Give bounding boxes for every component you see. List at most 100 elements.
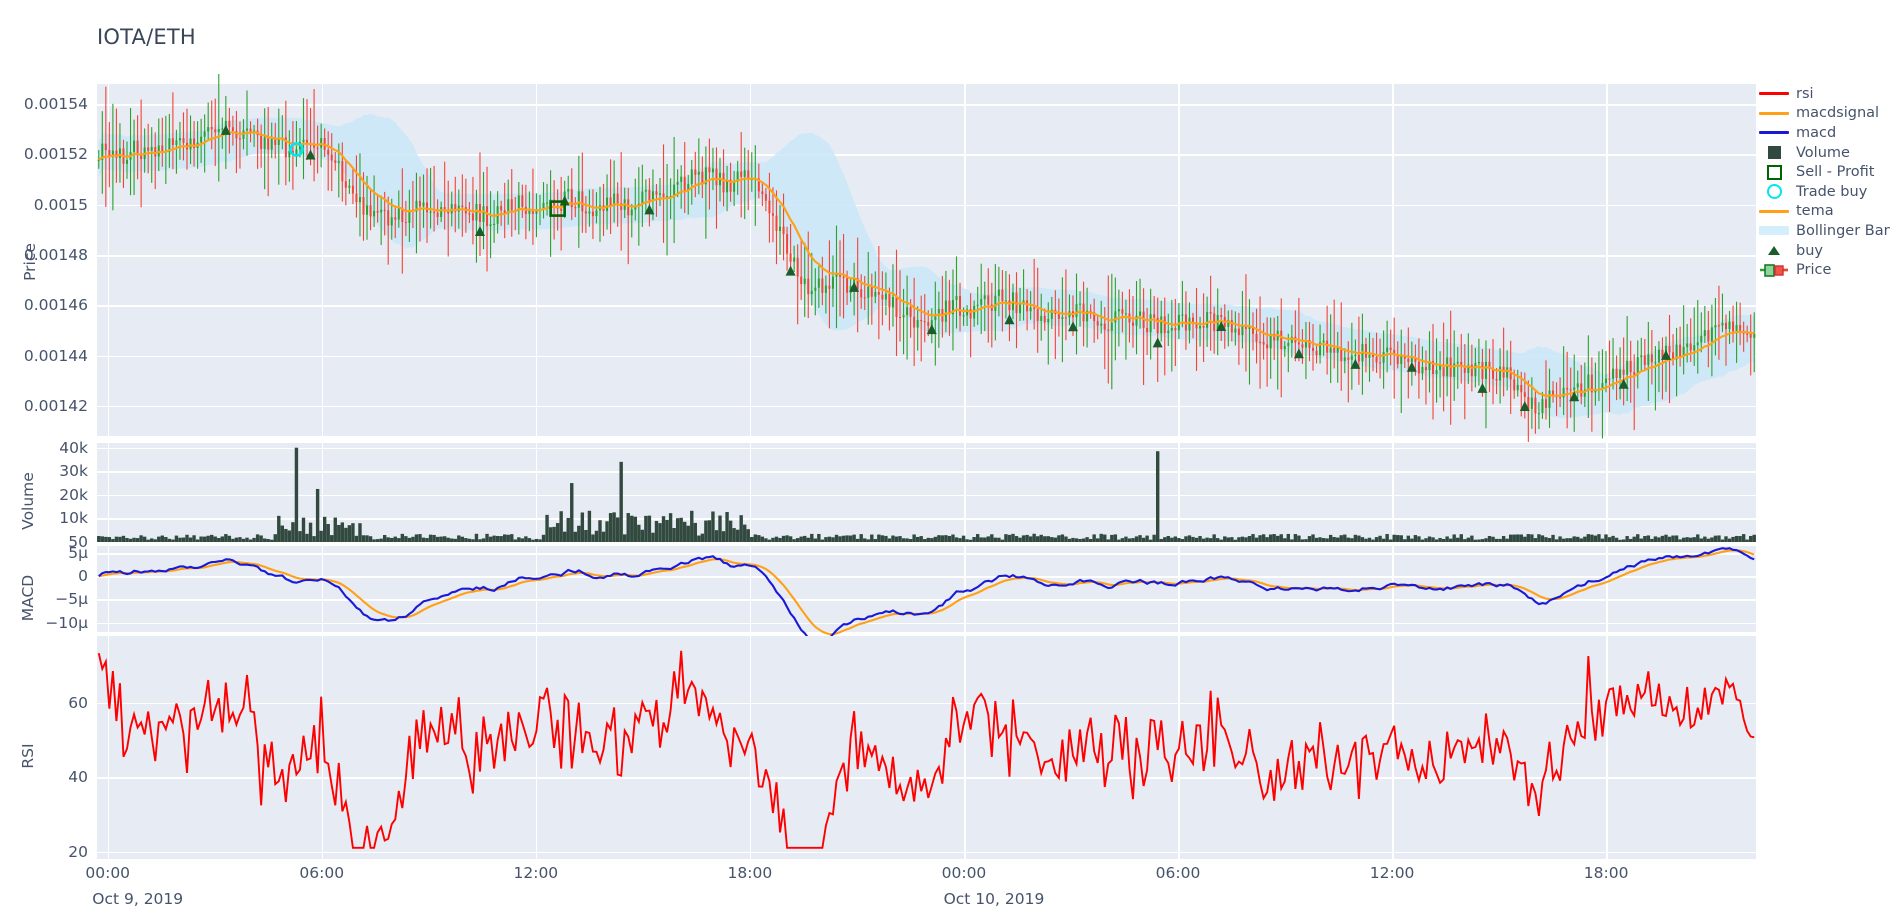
y-tick-label: 20k bbox=[59, 485, 88, 504]
gridline-vertical bbox=[749, 84, 752, 436]
x-tick-label: 06:00 bbox=[1155, 864, 1201, 882]
gridline-vertical bbox=[749, 546, 752, 632]
gridline-vertical bbox=[107, 443, 110, 542]
y-tick-label: 10k bbox=[59, 509, 88, 528]
macd-panel bbox=[97, 546, 1756, 643]
y-tick-label: 20 bbox=[68, 842, 88, 861]
legend-item-trade-buy[interactable]: Trade buy bbox=[1756, 182, 1890, 202]
x-tick-label: 00:00 bbox=[85, 864, 131, 882]
gridline-vertical bbox=[535, 546, 538, 632]
y-tick-label: 0.00146 bbox=[23, 296, 88, 315]
legend-item-label: Volume bbox=[1796, 144, 1850, 161]
gridline-vertical bbox=[963, 84, 966, 436]
x-tick-label: 00:00 bbox=[941, 864, 987, 882]
gridline-horizontal bbox=[97, 355, 1756, 358]
line-icon bbox=[1756, 111, 1792, 115]
volume-plot bbox=[97, 447, 1756, 542]
gridline-vertical bbox=[963, 546, 966, 632]
gridline-horizontal bbox=[97, 599, 1756, 602]
legend-item-tema[interactable]: tema bbox=[1756, 202, 1890, 222]
macdsignal-line bbox=[98, 549, 1755, 636]
open-circle-icon bbox=[1756, 184, 1792, 200]
gridline-vertical bbox=[1178, 84, 1180, 436]
legend-item-bollinger-band[interactable]: Bollinger Band bbox=[1756, 221, 1890, 241]
gridline-vertical bbox=[1392, 546, 1394, 632]
gridline-horizontal bbox=[97, 405, 1756, 408]
gridline-vertical bbox=[1392, 84, 1394, 436]
open-square-icon bbox=[1756, 164, 1792, 180]
legend-item-price[interactable]: Price bbox=[1756, 260, 1890, 280]
gridline-vertical bbox=[107, 84, 110, 436]
gridline-vertical bbox=[1392, 443, 1394, 542]
legend-item-label: rsi bbox=[1796, 85, 1814, 102]
price-panel bbox=[97, 73, 1756, 442]
gridline-vertical bbox=[963, 443, 966, 542]
gridline-vertical bbox=[1606, 84, 1608, 436]
gridline-horizontal bbox=[97, 552, 1756, 555]
gridline-vertical bbox=[321, 84, 324, 436]
legend-item-label: Sell - Profit bbox=[1796, 164, 1875, 181]
gridline-vertical bbox=[963, 636, 966, 859]
legend-item-macd[interactable]: macd bbox=[1756, 123, 1890, 143]
legend-item-rsi[interactable]: rsi bbox=[1756, 84, 1890, 104]
legend-item-buy[interactable]: buy bbox=[1756, 241, 1890, 261]
y-tick-label: 5µ bbox=[68, 543, 88, 562]
gridline-horizontal bbox=[97, 622, 1756, 625]
gridline-vertical bbox=[1606, 636, 1608, 859]
macd-plot bbox=[98, 547, 1755, 643]
gridline-vertical bbox=[321, 636, 324, 859]
rsi-line bbox=[97, 650, 1755, 849]
gridline-vertical bbox=[749, 636, 752, 859]
x-tick-label: 18:00 bbox=[1583, 864, 1629, 882]
x-tick-label: 12:00 bbox=[513, 864, 559, 882]
gridline-horizontal bbox=[97, 541, 1756, 544]
gridline-vertical bbox=[535, 84, 538, 436]
y-tick-label: 30k bbox=[59, 462, 88, 481]
x-tick-label: 06:00 bbox=[299, 864, 345, 882]
volume-bars bbox=[97, 447, 1756, 542]
gridline-horizontal bbox=[97, 494, 1756, 497]
gridline-vertical bbox=[1606, 443, 1608, 542]
filled-square-icon bbox=[1756, 146, 1792, 160]
gridline-vertical bbox=[1178, 443, 1180, 542]
legend-item-label: Trade buy bbox=[1796, 183, 1868, 200]
gridline-horizontal bbox=[97, 204, 1756, 207]
legend-item-label: macd bbox=[1796, 124, 1837, 141]
gridline-horizontal bbox=[97, 576, 1756, 578]
x-tick-label: 12:00 bbox=[1369, 864, 1415, 882]
rsi-panel bbox=[97, 636, 1756, 859]
gridline-vertical bbox=[535, 636, 538, 859]
trade-buy-marker bbox=[289, 142, 304, 157]
y-tick-label: 0 bbox=[78, 567, 88, 586]
band-icon bbox=[1756, 226, 1792, 236]
legend-item-label: buy bbox=[1796, 242, 1823, 259]
gridline-horizontal bbox=[97, 518, 1756, 521]
gridline-vertical bbox=[107, 546, 110, 632]
chart-legend[interactable]: rsi macdsignal macd Volume Sell - Profit Trad… bbox=[1756, 84, 1890, 280]
x-tick-label: 18:00 bbox=[727, 864, 773, 882]
line-icon bbox=[1756, 209, 1792, 213]
x-day-label: Oct 9, 2019 bbox=[92, 890, 184, 908]
y-tick-label: 0.00148 bbox=[23, 245, 88, 264]
y-tick-label: 0.0015 bbox=[33, 195, 88, 214]
y-tick-label: 0.00142 bbox=[23, 396, 88, 415]
page-title: IOTA/ETH bbox=[97, 25, 196, 49]
y-tick-label: 40k bbox=[59, 438, 88, 457]
gridline-vertical bbox=[1178, 546, 1180, 632]
gridline-vertical bbox=[321, 443, 324, 542]
gridline-vertical bbox=[1392, 636, 1394, 859]
legend-item-macdsignal[interactable]: macdsignal bbox=[1756, 104, 1890, 124]
gridline-horizontal bbox=[97, 447, 1756, 450]
gridline-horizontal bbox=[97, 471, 1756, 473]
y-tick-label: 0.00152 bbox=[23, 145, 88, 164]
gridline-vertical bbox=[107, 636, 110, 859]
legend-item-volume[interactable]: Volume bbox=[1756, 143, 1890, 163]
price-plot bbox=[97, 73, 1756, 442]
volume-panel bbox=[97, 443, 1756, 544]
line-icon bbox=[1756, 92, 1792, 96]
gridline-vertical bbox=[749, 443, 752, 542]
buy-markers bbox=[220, 124, 1671, 412]
legend-item-label: tema bbox=[1796, 203, 1834, 220]
y-tick-label: −10µ bbox=[45, 613, 88, 632]
legend-item-sell-profit[interactable]: Sell - Profit bbox=[1756, 162, 1890, 182]
